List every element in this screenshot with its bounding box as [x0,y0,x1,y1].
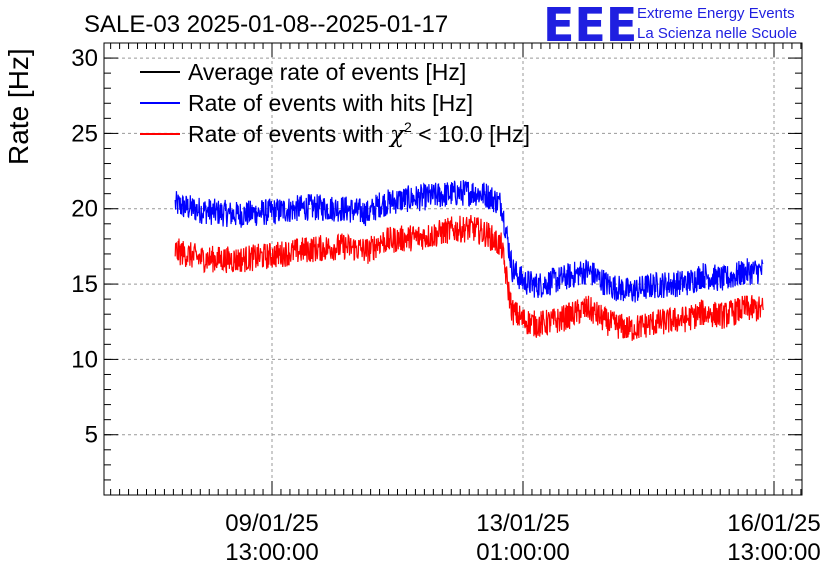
y-tick-label: 15 [71,271,98,298]
logo-mark: EEE [543,0,637,52]
legend-label-hits: Rate of events with hits [Hz] [188,90,473,116]
series-line-2 [174,215,764,341]
y-tick-label: 20 [71,196,98,223]
y-tick-label: 30 [71,45,98,72]
y-axis-title: Rate [Hz] [3,48,34,165]
y-tick-label: 10 [71,346,98,373]
x-tick-label-time: 01:00:00 [476,539,569,566]
y-tick-label: 25 [71,120,98,147]
x-tick-label-date: 13/01/25 [476,510,569,537]
chart-title: SALE-03 2025-01-08--2025-01-17 [84,11,448,38]
x-tick-label-date: 09/01/25 [225,510,318,537]
series-line-1 [174,180,764,303]
eee-logo: EEE Extreme Energy Events La Scienza nel… [543,0,797,52]
logo-line-2: La Scienza nelle Scuole [637,25,797,42]
legend-label-chi2: Rate of events with χ2 < 10.0 [Hz] [188,119,530,148]
x-tick-label-time: 13:00:00 [727,539,820,566]
legend-label-average: Average rate of events [Hz] [188,59,466,85]
x-tick-label-date: 16/01/25 [727,510,820,537]
logo-line-1: Extreme Energy Events [637,5,795,22]
legend: Average rate of events [Hz] Rate of even… [140,59,530,148]
y-tick-label: 5 [85,422,98,449]
x-tick-label-time: 13:00:00 [225,539,318,566]
series-group [174,180,764,341]
axes-group: 5101520253009/01/2513:00:0013/01/2501:00… [71,42,821,566]
